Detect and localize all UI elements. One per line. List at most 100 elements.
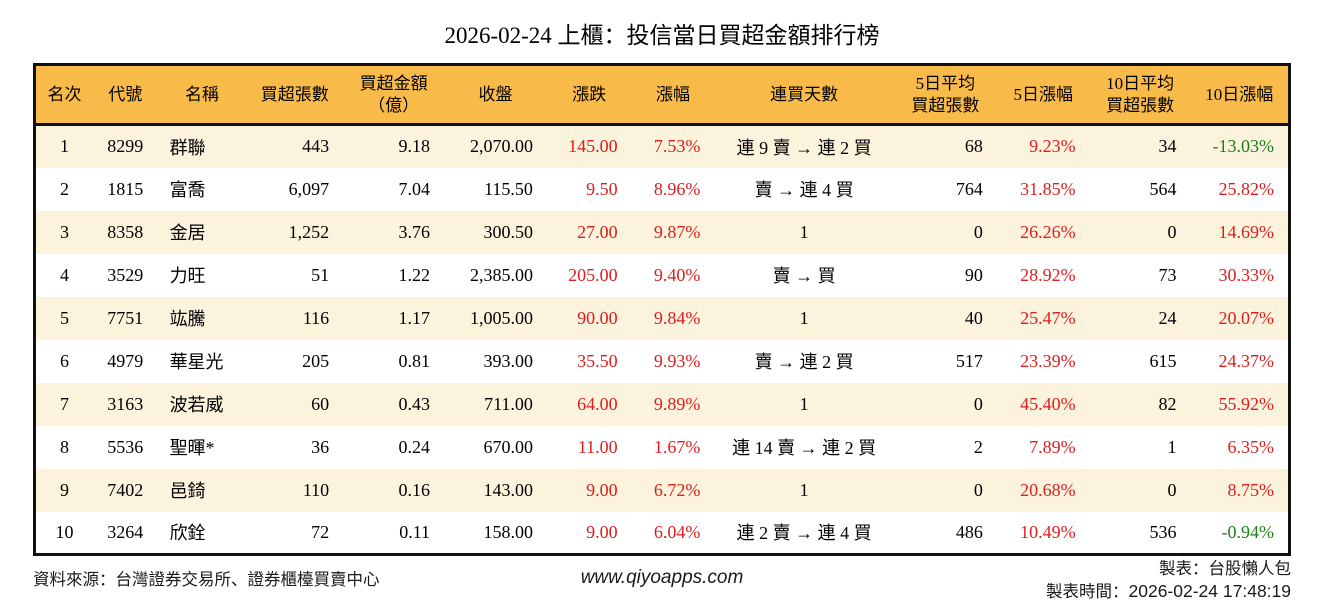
cell-close: 158.00 (483, 521, 533, 542)
cell-pct10: 8.75% (1227, 479, 1275, 500)
cell-code: 5536 (107, 436, 144, 457)
cell-change: 9.50 (586, 178, 618, 199)
cell-pct5: 45.40% (1020, 393, 1076, 414)
cell-amount: 3.76 (398, 221, 431, 242)
cell-streak: 連 2 賣 → 連 4 買 (736, 523, 872, 544)
cell-amount: 0.11 (399, 521, 431, 542)
table-row: 7 3163 波若威 60 0.43 711.00 64.00 9.89% 1 0 45.40% 82… (34, 382, 1290, 426)
cell-rank: 5 (60, 307, 69, 328)
cell-amount: 9.18 (398, 136, 431, 157)
cell-code: 3264 (107, 521, 144, 542)
cell-volume: 51 (311, 264, 330, 285)
cell-rank: 9 (60, 479, 69, 500)
cell-avg10: 73 (1158, 264, 1177, 285)
cell-volume: 36 (311, 436, 330, 457)
cell-rank: 6 (60, 350, 69, 371)
cell-name: 群聯 (169, 137, 206, 158)
cell-pct10: 20.07% (1218, 307, 1275, 328)
cell-amount: 0.16 (398, 479, 431, 500)
cell-name: 聖暉* (169, 438, 215, 458)
table-row: 5 7751 竑騰 116 1.17 1,005.00 90.00 9.84% 1 40 25.47… (34, 296, 1290, 340)
cell-code: 3163 (107, 393, 144, 414)
cell-name: 波若威 (169, 395, 224, 415)
cell-amount: 0.81 (398, 350, 431, 371)
column-header-amount: 買超金額 （億） (343, 64, 445, 126)
cell-avg10: 1 (1167, 436, 1177, 457)
cell-volume: 1,252 (288, 221, 330, 242)
cell-change_pct: 9.87% (653, 221, 701, 242)
cell-rank: 10 (55, 521, 74, 542)
cell-avg5: 0 (973, 479, 983, 500)
cell-volume: 72 (311, 521, 330, 542)
cell-pct10: -0.94% (1221, 521, 1275, 542)
cell-change: 35.50 (577, 350, 618, 371)
cell-change: 90.00 (577, 307, 618, 328)
cell-change_pct: 9.40% (653, 264, 701, 285)
cell-change: 27.00 (577, 221, 618, 242)
cell-pct10: 6.35% (1227, 436, 1275, 457)
cell-code: 7751 (107, 307, 144, 328)
cell-rank: 1 (60, 136, 69, 157)
cell-name: 富喬 (169, 180, 206, 200)
maker-note: 製表：台股懶人包 製表時間：2026-02-24 17:48:19 (1046, 557, 1291, 603)
cell-name: 欣銓 (169, 523, 206, 544)
column-header-code: 代號 (93, 64, 158, 126)
maker-line: 製表：台股懶人包 (1159, 559, 1291, 578)
cell-close: 2,385.00 (469, 264, 533, 285)
cell-avg5: 0 (973, 393, 983, 414)
column-header-change: 漲跌 (546, 64, 632, 126)
column-header-pct10: 10日漲幅 (1190, 64, 1290, 126)
cell-close: 300.50 (483, 221, 533, 242)
cell-volume: 110 (302, 479, 330, 500)
cell-volume: 205 (302, 350, 330, 371)
cell-streak: 賣 → 買 (772, 266, 836, 286)
cell-code: 8358 (107, 221, 144, 242)
cell-amount: 0.24 (398, 436, 431, 457)
column-header-avg10: 10日平均 買超張數 (1089, 64, 1191, 126)
cell-pct10: 30.33% (1218, 264, 1275, 285)
cell-pct5: 20.68% (1020, 479, 1076, 500)
cell-streak: 1 (799, 221, 809, 242)
cell-streak: 賣 → 連 2 買 (754, 352, 854, 372)
cell-change_pct: 6.72% (653, 479, 701, 500)
table-row: 3 8358 金居 1,252 3.76 300.50 27.00 9.87% 1 0 26.26%… (34, 210, 1290, 254)
cell-avg10: 615 (1149, 350, 1177, 371)
cell-avg10: 34 (1158, 136, 1177, 157)
cell-amount: 1.22 (398, 264, 431, 285)
table-row: 6 4979 華星光 205 0.81 393.00 35.50 9.93% 賣 → 連 2 買… (34, 339, 1290, 383)
cell-pct5: 10.49% (1020, 521, 1076, 542)
cell-amount: 7.04 (398, 178, 431, 199)
cell-name: 力旺 (169, 266, 206, 286)
cell-avg10: 82 (1158, 393, 1177, 414)
cell-code: 4979 (107, 350, 144, 371)
cell-name: 邑錡 (169, 481, 206, 501)
made-time-value: 2026-02-24 17:48:19 (1128, 581, 1292, 601)
data-source-note: 資料來源：台灣證券交易所、證券櫃檯買賣中心 (33, 570, 380, 589)
cell-change: 145.00 (568, 136, 618, 157)
cell-avg5: 764 (955, 178, 983, 199)
cell-name: 華星光 (169, 352, 224, 372)
cell-rank: 3 (60, 221, 69, 242)
cell-rank: 8 (60, 436, 69, 457)
table-row: 10 3264 欣銓 72 0.11 158.00 9.00 6.04% 連 2 賣 → 連 4… (34, 511, 1290, 555)
cell-pct5: 25.47% (1020, 307, 1076, 328)
cell-streak: 1 (799, 393, 809, 414)
cell-avg5: 486 (955, 521, 983, 542)
cell-change_pct: 9.89% (653, 393, 701, 414)
made-time-label: 製表時間： (1046, 582, 1129, 601)
column-header-name: 名稱 (157, 64, 247, 126)
cell-pct10: 25.82% (1218, 178, 1275, 199)
cell-streak: 賣 → 連 4 買 (754, 180, 854, 200)
ranking-table: 名次 代號 名稱 買超張數 買超金額 （億） 收盤 漲跌 漲幅 連買天數 5日平… (33, 63, 1291, 556)
cell-change_pct: 9.93% (653, 350, 701, 371)
cell-avg5: 90 (964, 264, 983, 285)
cell-volume: 116 (302, 307, 330, 328)
cell-close: 115.50 (484, 178, 533, 199)
cell-avg5: 517 (955, 350, 983, 371)
cell-pct10: -13.03% (1212, 136, 1275, 157)
cell-code: 1815 (107, 178, 144, 199)
cell-close: 393.00 (483, 350, 533, 371)
column-header-close: 收盤 (444, 64, 547, 126)
cell-change: 64.00 (577, 393, 618, 414)
cell-avg5: 0 (973, 221, 983, 242)
